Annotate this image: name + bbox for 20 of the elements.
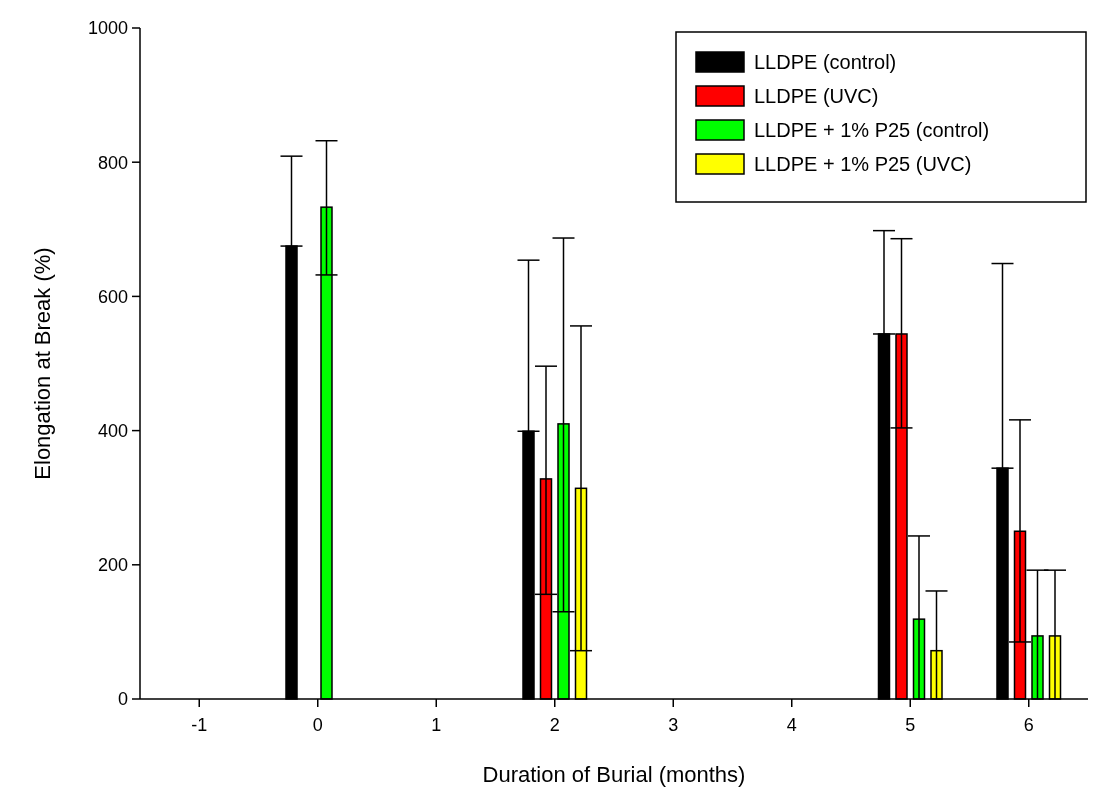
y-tick-label: 800 (97, 152, 128, 173)
y-tick-label: 0 (117, 689, 128, 710)
x-tick-label: 5 (905, 715, 916, 735)
legend-label: LLDPE + 1% P25 (control) (754, 119, 990, 141)
x-tick-label: 2 (549, 715, 560, 735)
y-axis-title: Elongation at Break (%) (30, 247, 55, 480)
x-tick-label: 3 (668, 715, 679, 735)
x-tick-label: 0 (312, 715, 323, 735)
x-tick-label: -1 (191, 715, 208, 735)
x-tick-label: 6 (1023, 715, 1034, 735)
x-tick-label: 1 (431, 715, 442, 735)
x-axis-title: Duration of Burial (months) (482, 762, 746, 787)
y-tick-label: 400 (97, 420, 128, 441)
y-tick-label: 200 (97, 555, 128, 576)
y-tick-label: 1000 (87, 18, 128, 39)
y-tick-label: 600 (97, 286, 128, 307)
x-tick-label: 4 (786, 715, 797, 735)
legend-label: LLDPE (control) (754, 51, 897, 73)
legend-label: LLDPE + 1% P25 (UVC) (754, 153, 972, 175)
legend-label: LLDPE (UVC) (754, 85, 879, 107)
